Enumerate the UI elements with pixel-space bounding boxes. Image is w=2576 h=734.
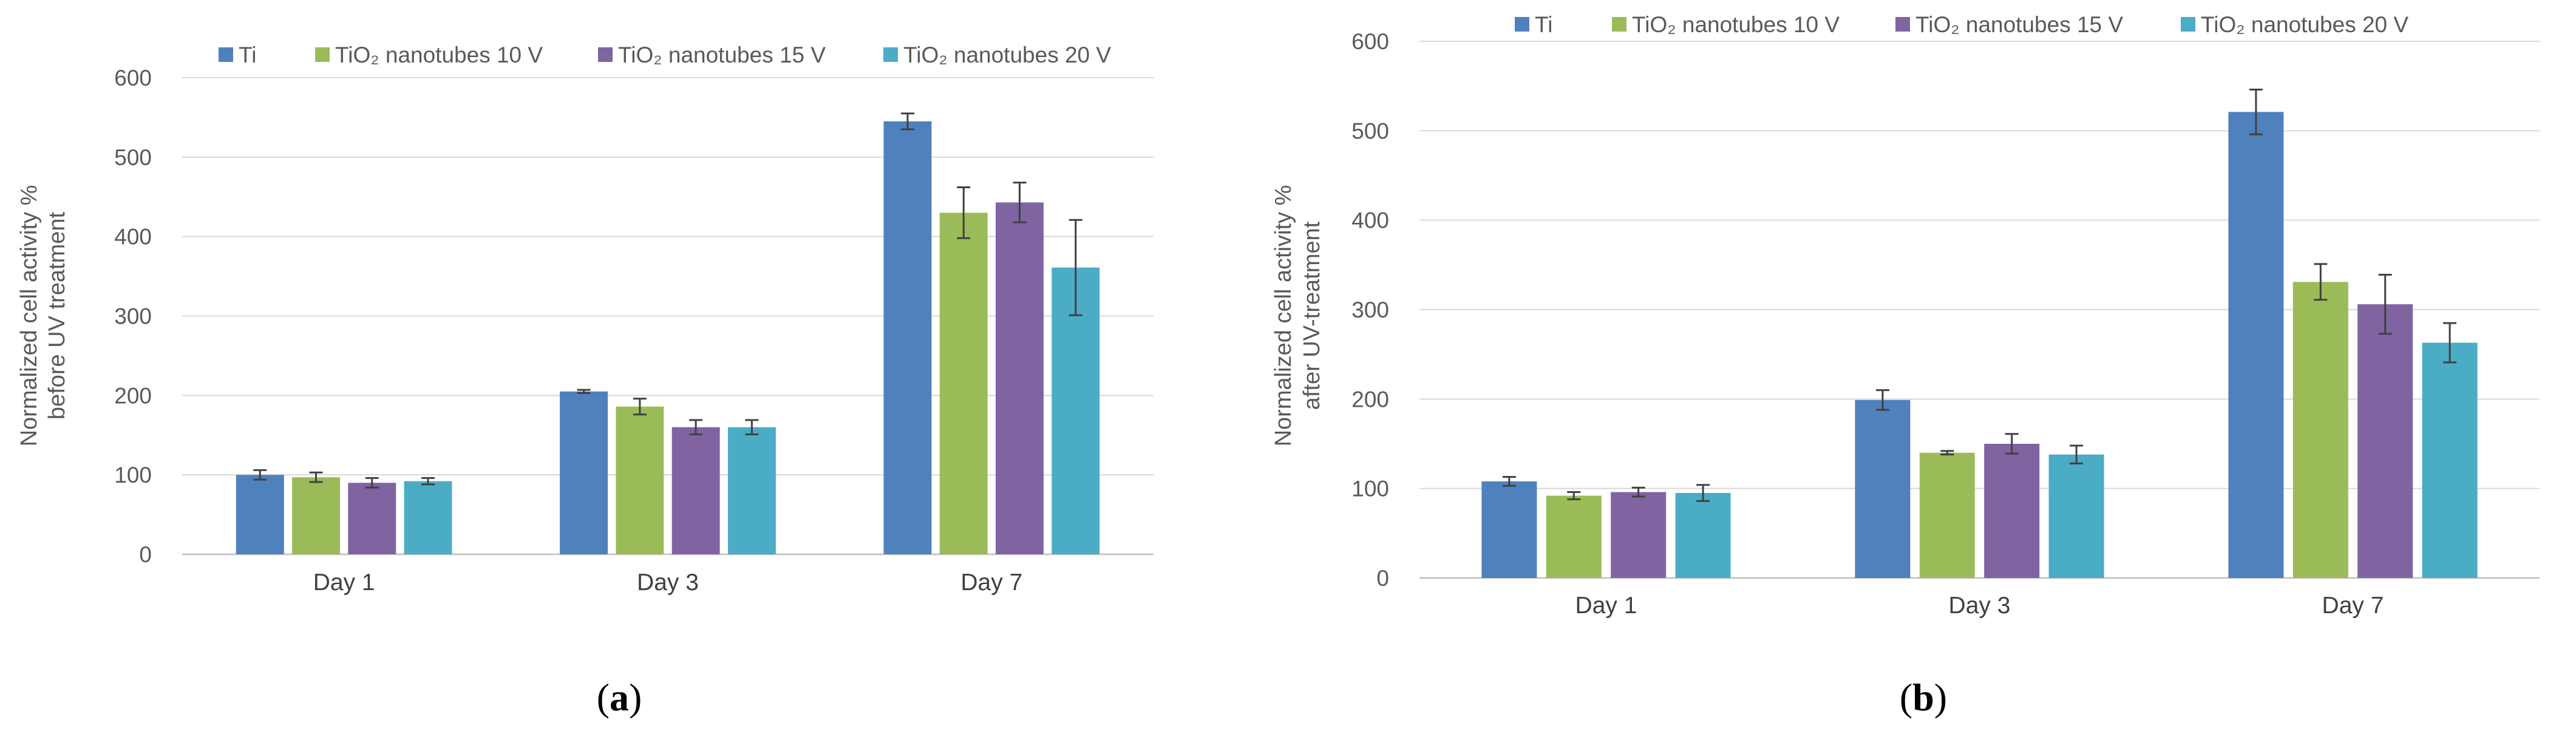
y-tick-label: 300	[1351, 297, 1389, 322]
x-category-label: Day 1	[313, 569, 375, 596]
legend-label: TiO₂ nanotubes 15 V	[618, 42, 826, 67]
bar	[292, 477, 340, 554]
y-tick-label: 300	[114, 304, 152, 329]
y-tick-label: 100	[1351, 477, 1389, 501]
legend-swatch	[1612, 17, 1626, 32]
y-tick-label: 0	[139, 542, 152, 567]
bar	[1919, 452, 1975, 578]
y-tick-label: 500	[1351, 118, 1389, 143]
x-category-label: Day 7	[960, 569, 1022, 596]
bar	[1675, 493, 1731, 578]
legend-label: Ti	[239, 42, 256, 67]
bar	[1984, 444, 2040, 578]
legend-swatch	[1895, 17, 1910, 32]
bar	[939, 212, 988, 555]
y-axis-label: before UV treatment	[44, 211, 70, 420]
legend-label: TiO₂ nanotubes 15 V	[1915, 12, 2123, 37]
bar	[2048, 454, 2104, 578]
bar	[2422, 342, 2478, 578]
legend-swatch	[315, 47, 330, 62]
legend-label: Ti	[1535, 12, 1552, 37]
bar	[671, 427, 720, 554]
bar	[2228, 112, 2284, 579]
y-tick-label: 600	[1351, 29, 1389, 54]
legend-swatch	[219, 47, 233, 62]
y-tick-label: 400	[114, 225, 152, 250]
y-tick-label: 500	[114, 145, 152, 170]
panel-label: (b)	[1900, 676, 1947, 719]
x-category-label: Day 3	[1949, 593, 2011, 619]
x-category-label: Day 1	[1575, 593, 1637, 619]
legend-label: TiO₂ nanotubes 10 V	[1632, 12, 1840, 37]
bar	[404, 481, 452, 554]
x-category-label: Day 3	[637, 569, 699, 596]
legend-swatch	[1515, 17, 1529, 32]
y-tick-label: 200	[114, 383, 152, 408]
y-axis-label: Normalized cell activity %	[1271, 185, 1296, 447]
bar	[1546, 495, 1602, 578]
bar	[1481, 481, 1537, 578]
legend-label: TiO₂ nanotubes 20 V	[903, 42, 1111, 67]
y-axis-label: after UV-treatment	[1299, 221, 1325, 410]
y-tick-label: 0	[1376, 566, 1389, 591]
bar	[2292, 282, 2348, 578]
legend: Ti TiO₂ nanotubes 10 V TiO₂ nanotubes 15 V…	[1515, 12, 2408, 37]
bar	[236, 475, 284, 554]
legend-swatch	[598, 47, 613, 62]
bar	[560, 391, 608, 554]
legend-label: TiO₂ nanotubes 20 V	[2201, 12, 2408, 37]
x-category-label: Day 7	[2322, 593, 2384, 619]
y-tick-label: 200	[1351, 387, 1389, 412]
chart-b: 0 100 200 300 400 500 600 Day 1 Day 3 Day 7 Normal…	[1271, 12, 2540, 719]
bar	[348, 483, 396, 554]
y-tick-label: 100	[114, 463, 152, 488]
y-axis-label: Normalized cell activity %	[16, 185, 42, 447]
chart-a: 0 100 200 300 400 500 600 Day 1 Day 3 Day 7 Normal…	[16, 42, 1154, 719]
bar	[996, 202, 1044, 554]
legend: Ti TiO₂ nanotubes 10 V TiO₂ nanotubes 15 V…	[219, 42, 1111, 67]
bar	[1855, 399, 1911, 578]
panel-label: (a)	[597, 676, 642, 719]
bar	[883, 121, 932, 555]
bar	[1611, 492, 1667, 578]
legend-swatch	[883, 47, 898, 62]
legend-label: TiO₂ nanotubes 10 V	[335, 42, 543, 67]
bar	[2357, 304, 2413, 578]
y-tick-label: 600	[114, 66, 152, 90]
bar	[616, 406, 664, 554]
legend-swatch	[2181, 17, 2195, 32]
bar	[727, 427, 776, 554]
y-tick-label: 400	[1351, 208, 1389, 233]
